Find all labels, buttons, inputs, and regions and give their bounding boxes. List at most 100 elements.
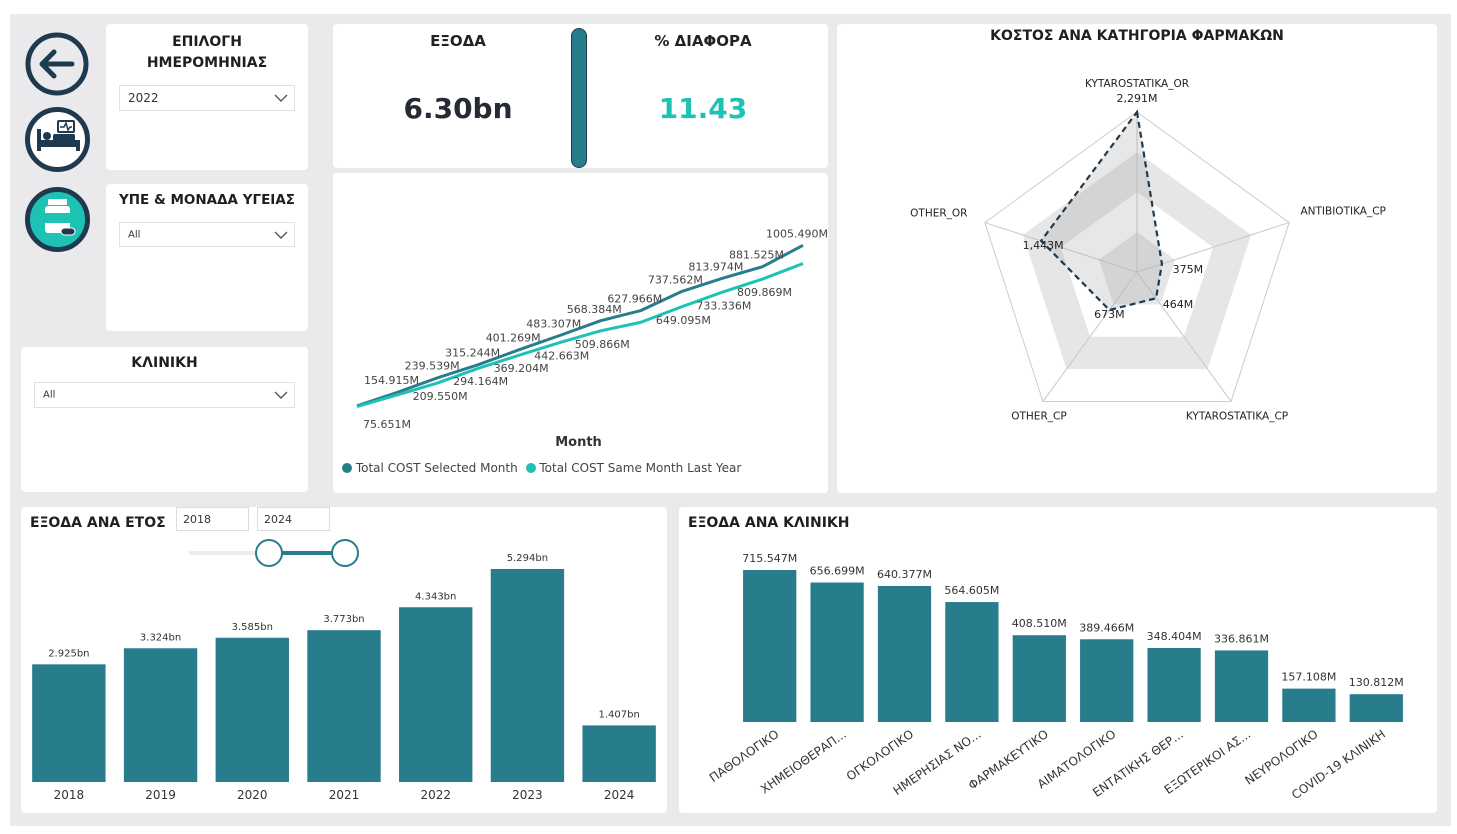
clinic-bar[interactable]	[1214, 650, 1269, 722]
year-slider-handle-start[interactable]	[255, 539, 283, 567]
date-filter-title-line2: ΗΜΕΡΟΜΗΝΙΑΣ	[146, 55, 268, 71]
data-label-selected: 1005.490M	[766, 227, 828, 240]
clinic-bar[interactable]	[810, 582, 864, 722]
chevron-down-icon	[274, 391, 288, 399]
clinic-value-label: 640.377M	[877, 568, 932, 581]
data-label-last-year: 733.336M	[696, 299, 751, 312]
data-label-selected: 75.651M	[363, 418, 411, 431]
clinic-bar[interactable]	[1012, 635, 1066, 722]
clinic-value-label: 715.547M	[742, 552, 797, 565]
data-label-selected: 239.539M	[405, 360, 460, 373]
year-bar[interactable]	[490, 569, 565, 782]
radar-value-label: 464M	[1163, 298, 1194, 311]
clinic-expenses-card: ΕΞΟΔΑ ΑΝΑ ΚΛΙΝΙΚΗ 715.547M ΠΑΘΟΛΟΓΙΚΟ 656.…	[679, 507, 1437, 813]
year-value-label: 5.294bn	[507, 553, 548, 564]
data-label-selected: 154.915M	[364, 374, 419, 387]
unit-select[interactable]: All	[119, 222, 295, 247]
radar-category-label: OTHER_OR	[910, 208, 967, 220]
radar-category-label: OTHER_CP	[1011, 410, 1066, 422]
year-category-label: 2018	[54, 788, 85, 802]
data-label-selected: 881.525M	[729, 249, 784, 262]
clinic-select[interactable]: All	[34, 382, 295, 408]
chevron-down-icon	[274, 231, 288, 239]
year-bar[interactable]	[123, 648, 198, 782]
data-label-selected: 627.966M	[607, 293, 662, 306]
radar-axis	[984, 222, 1138, 273]
expenses-value: 6.30bn	[403, 92, 513, 125]
year-value-label: 3.773bn	[323, 614, 364, 625]
date-select[interactable]: 2022	[119, 85, 295, 111]
year-category-label: 2024	[604, 788, 635, 802]
difference-value: 11.43	[658, 92, 748, 125]
kpi-divider	[571, 28, 587, 168]
clinic-bar[interactable]	[743, 570, 797, 722]
year-bar[interactable]	[582, 725, 656, 782]
clinic-value-label: 564.605M	[944, 584, 999, 597]
legend-dot-selected	[342, 463, 352, 473]
year-to-input[interactable]: 2024	[257, 507, 330, 531]
data-label-last-year: 509.866M	[575, 338, 630, 351]
data-label-last-year: 442.663M	[534, 350, 589, 363]
clinic-bar[interactable]	[1080, 639, 1134, 722]
data-label-last-year: 294.164M	[453, 375, 508, 388]
year-bar[interactable]	[215, 637, 289, 782]
data-label-last-year: 369.204M	[494, 362, 549, 375]
medicine-bottle-icon[interactable]	[23, 185, 92, 254]
year-bar[interactable]	[307, 630, 381, 782]
clinic-bar[interactable]	[1147, 647, 1201, 722]
clinic-filter-card: ΚΛΙΝΙΚΗ All	[21, 347, 308, 492]
year-category-label: 2022	[420, 788, 451, 802]
year-category-label: 2023	[512, 788, 543, 802]
year-slider-handle-end[interactable]	[331, 539, 359, 567]
legend-selected-month: Total COST Selected Month	[355, 461, 518, 475]
clinic-value-label: 408.510M	[1012, 617, 1067, 630]
data-label-last-year: 649.095M	[656, 314, 711, 327]
hospital-bed-icon[interactable]	[23, 105, 92, 174]
year-value-label: 3.324bn	[140, 632, 181, 643]
date-filter-title: ΕΠΙΛΟΓΗ ΗΜΕΡΟΜΗΝΙΑΣ	[106, 32, 308, 74]
expenses-label: ΕΞΟΔΑ	[430, 32, 486, 50]
series-line-0	[356, 243, 804, 408]
clinic-value-label: 130.812M	[1349, 676, 1404, 689]
yearly-chart-title: ΕΞΟΔΑ ΑΝΑ ΕΤΟΣ	[30, 515, 166, 531]
data-label-selected: 401.269M	[486, 332, 541, 345]
year-value-label: 2.925bn	[48, 648, 89, 659]
clinic-value-label: 157.108M	[1281, 671, 1336, 684]
year-slider-fill	[269, 551, 345, 555]
clinic-bar[interactable]	[877, 585, 932, 722]
year-bar[interactable]	[32, 664, 106, 782]
year-category-label: 2020	[237, 788, 268, 802]
clinic-bar[interactable]	[945, 602, 999, 722]
date-filter-title-line1: ΕΠΙΛΟΓΗ	[172, 34, 242, 50]
year-bar[interactable]	[399, 607, 473, 782]
data-label-selected: 813.974M	[688, 260, 743, 273]
clinic-value-label: 348.404M	[1147, 630, 1202, 643]
clinic-select-value: All	[43, 389, 56, 401]
radar-value-label: 2,291M	[1117, 92, 1158, 105]
kpi-card: ΕΞΟΔΑ 6.30bn % ΔΙΑΦΟΡΑ 11.43	[333, 24, 828, 168]
clinic-bar[interactable]	[1349, 694, 1403, 722]
radar-category-label: KYTAROSTATIKA_OR	[1085, 78, 1189, 90]
clinic-bar[interactable]	[1282, 688, 1336, 722]
year-category-label: 2021	[329, 788, 360, 802]
radar-data-shape	[1039, 109, 1164, 312]
radar-value-label: 375M	[1173, 263, 1204, 276]
difference-label: % ΔΙΑΦΟΡΑ	[654, 32, 752, 50]
yearly-expenses-card: ΕΞΟΔΑ ΑΝΑ ΕΤΟΣ 2018 2024 2.925bn 2018 3.32…	[21, 507, 667, 813]
data-label-last-year: 809.869M	[737, 286, 792, 299]
clinic-chart-title: ΕΞΟΔΑ ΑΝΑ ΚΛΙΝΙΚΗ	[688, 515, 850, 531]
monthly-cost-card: 75.651M 154.915M 239.539M 315.244M 401.269M 4…	[333, 173, 828, 493]
radar-axis	[1136, 271, 1232, 402]
line-legend: Total COST Selected Month Total COST Sam…	[342, 461, 741, 475]
arrow-left-icon[interactable]	[24, 31, 90, 97]
radar-value-label: 1,443M	[1023, 239, 1064, 252]
year-value-label: 1.407bn	[598, 709, 639, 720]
data-label-selected: 483.307M	[526, 318, 581, 331]
radar-value-label: 673M	[1094, 308, 1125, 321]
unit-filter-title: ΥΠΕ & ΜΟΝΑΔΑ ΥΓΕΙΑΣ	[118, 192, 295, 208]
series-line-1	[356, 262, 804, 409]
year-from-input[interactable]: 2018	[176, 507, 249, 531]
clinic-value-label: 656.699M	[810, 565, 865, 578]
year-category-label: 2019	[145, 788, 176, 802]
monthly-cost-line-chart: 75.651M154.915M239.539M315.244M401.269M4…	[356, 227, 828, 431]
